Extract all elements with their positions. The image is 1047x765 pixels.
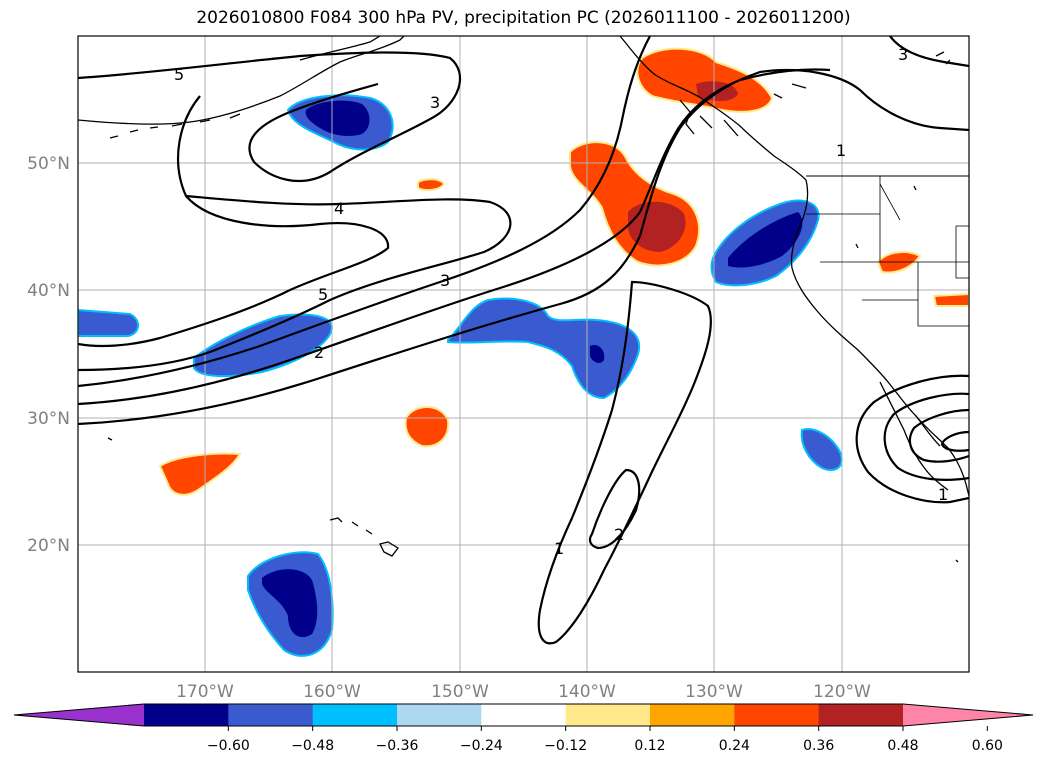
contour-3-cutoff <box>908 408 969 463</box>
contour-label: 3 <box>430 93 440 112</box>
colorbar-tick-label: 0.24 <box>719 738 750 754</box>
lon-tick-label: 150°W <box>431 682 489 702</box>
coast-hawaii <box>329 517 399 557</box>
lat-tick-label: 40°N <box>27 281 70 301</box>
border-states <box>806 176 969 327</box>
colorbar-extend-low <box>14 704 144 726</box>
contour-label: 3 <box>898 45 908 64</box>
colorbar-tick-label: 0.60 <box>972 738 1003 754</box>
neg-area-aleutian-core <box>305 100 370 136</box>
contour-2-cutoff <box>883 392 969 481</box>
coast-alaska-north <box>299 36 381 61</box>
contour-labels: 5 3 4 5 3 2 1 2 1 1 3 <box>174 45 948 558</box>
contour-label: 4 <box>334 199 344 218</box>
lat-tick-labels: 50°N 40°N 30°N 20°N <box>27 154 70 556</box>
colorbar-segment <box>734 704 820 726</box>
coast-aleutian-islands <box>109 113 241 139</box>
colorbar-segment <box>565 704 651 726</box>
contour-3-cutoff-inner <box>940 430 969 452</box>
lon-tick-labels: 170°W 160°W 150°W 140°W 130°W 120°W <box>176 682 871 702</box>
contour-2-trough <box>588 468 641 550</box>
colorbar-segment <box>397 704 482 726</box>
neg-area-central-core <box>590 344 605 363</box>
chart-title: 2026010800 F084 300 hPa PV, precipitatio… <box>196 8 851 28</box>
gridlines <box>78 36 969 672</box>
pos-area-30n-153w <box>404 406 450 448</box>
lon-tick-label: 170°W <box>176 682 234 702</box>
neg-area-ne-pacific-core <box>728 212 803 268</box>
colorbar-segment <box>650 704 735 726</box>
coast-islands-misc <box>107 185 959 563</box>
contour-label: 5 <box>174 65 184 84</box>
pos-area-ne-pacific-core <box>628 201 686 252</box>
lon-tick-label: 160°W <box>303 682 361 702</box>
contour-1-cutoff <box>855 374 969 504</box>
colorbar-tick-label: −0.60 <box>207 738 250 754</box>
contour-label: 2 <box>614 525 624 544</box>
colorbar-segment <box>481 704 567 726</box>
pos-area-small-48n <box>417 178 446 192</box>
contour-3-northeast <box>889 36 969 68</box>
colorbar-extend-high <box>903 704 1033 726</box>
colorbar: −0.60 −0.48 −0.36 −0.24 −0.12 0.12 0.24 0.36 0.4… <box>13 703 1034 754</box>
colorbar-segment <box>818 704 904 726</box>
lon-tick-label: 120°W <box>813 682 871 702</box>
contour-1-ridge <box>78 68 969 426</box>
lat-tick-label: 30°N <box>27 409 70 429</box>
colorbar-tick-label: 0.48 <box>887 738 918 754</box>
colorbar-tick-label: 0.36 <box>803 738 834 754</box>
lat-tick-label: 20°N <box>27 536 70 556</box>
map-frame <box>77 35 970 673</box>
lon-tick-label: 130°W <box>685 682 743 702</box>
colorbar-segment <box>228 704 314 726</box>
lon-tick-label: 140°W <box>558 682 616 702</box>
colorbar-outline <box>13 703 1034 727</box>
coast-gulf-california <box>915 415 941 447</box>
contour-2-band <box>78 68 831 406</box>
colorbar-tick-label: 0.12 <box>634 738 665 754</box>
colorbar-segment <box>144 704 229 726</box>
contour-label: 1 <box>836 141 846 160</box>
pos-area-gulf-alaska <box>636 47 774 113</box>
contour-5-north <box>78 51 461 182</box>
neg-area-south-hawaii-core <box>262 569 318 638</box>
map-panel: 5 3 4 5 3 2 1 2 1 1 3 <box>78 36 969 672</box>
neg-area-west-edge <box>78 308 139 337</box>
contour-label: 2 <box>314 343 324 362</box>
colorbar-tick-label: −0.48 <box>291 738 334 754</box>
colorbar-tick-label: −0.12 <box>544 738 587 754</box>
lat-tick-label: 50°N <box>27 154 70 174</box>
coast-alaska <box>78 36 405 125</box>
contour-label: 3 <box>440 271 450 290</box>
pos-area-east-edge <box>932 292 969 307</box>
colorbar-tick-label: −0.36 <box>376 738 419 754</box>
contour-label: 1 <box>938 485 948 504</box>
contour-label: 5 <box>318 285 328 304</box>
coast-gulf-alaska <box>619 36 807 181</box>
colorbar-segment <box>312 704 398 726</box>
contour-1-trough <box>537 280 712 645</box>
neg-area-off-baja <box>800 428 843 471</box>
contour-4-upper <box>78 194 512 372</box>
neg-area-central-pacific <box>447 297 641 400</box>
colorbar-tick-label: −0.24 <box>460 738 503 754</box>
pos-area-26n-165w <box>158 452 242 496</box>
coast-baja <box>879 381 949 491</box>
coastlines <box>78 36 969 563</box>
contour-3-east <box>78 36 651 388</box>
contour-label: 1 <box>554 539 564 558</box>
pv-contours <box>78 36 969 645</box>
